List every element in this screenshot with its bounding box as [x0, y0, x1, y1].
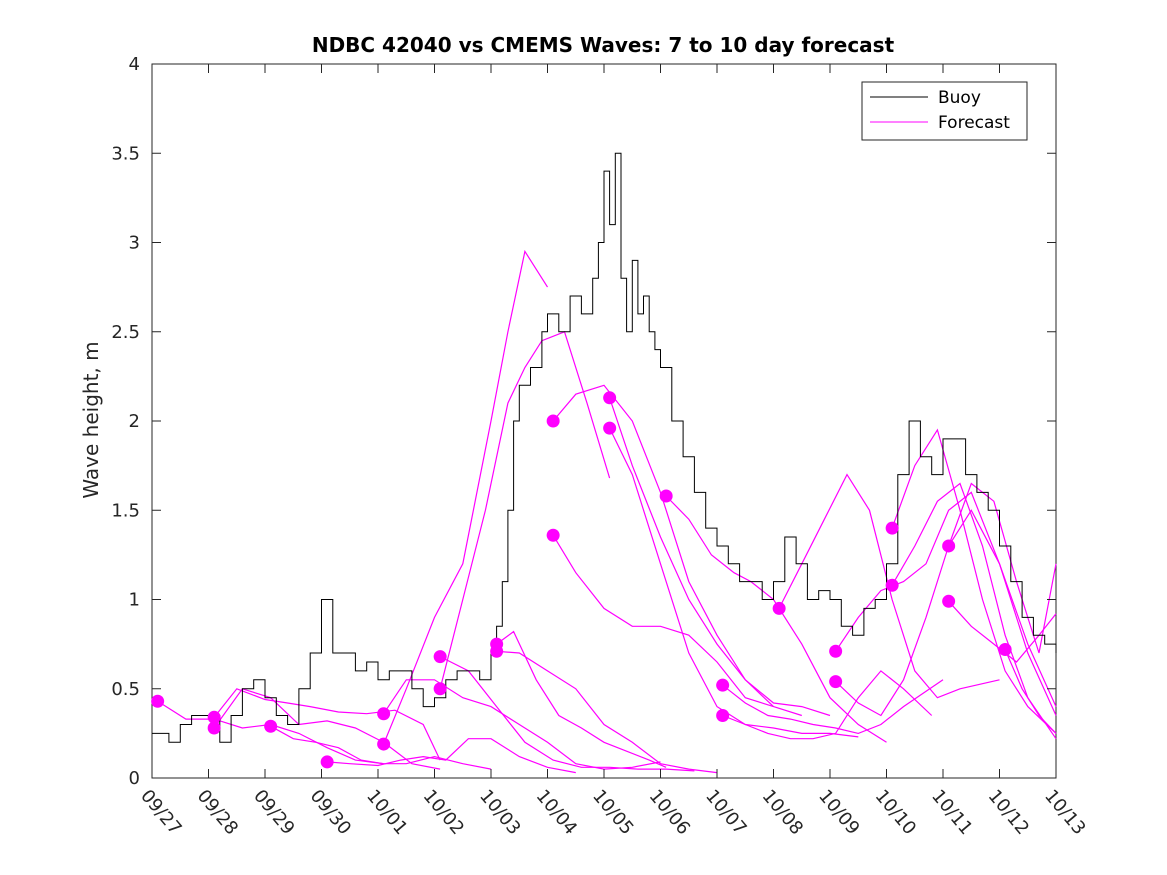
x-axis: 09/27 09/28 09/29 09/30 10/01 10/02 10/03 10/04…: [136, 64, 1090, 839]
legend-box: [861, 81, 1028, 141]
y-axis-label: Wave height, m: [79, 341, 103, 498]
forecast-run-line: [213, 688, 441, 770]
forecast-run-line: [439, 656, 695, 772]
forecast-start-marker: [772, 601, 786, 615]
x-tick-label: 09/30: [306, 786, 355, 839]
forecast-start-marker: [603, 421, 617, 435]
forecast-start-marker: [603, 391, 617, 405]
forecast-start-marker: [377, 707, 391, 721]
forecast-start-marker: [151, 694, 165, 708]
legend-buoy-label: Buoy: [938, 88, 981, 108]
x-tick-label: 09/27: [136, 786, 185, 839]
y-tick-label: 3.5: [111, 143, 140, 164]
x-tick-label: 10/13: [1040, 786, 1089, 839]
x-tick-label: 10/12: [984, 786, 1033, 839]
legend: Buoy Forecast: [861, 81, 1028, 141]
x-tick-label: 10/02: [419, 786, 468, 839]
forecast-run-line: [835, 491, 1057, 716]
forecast-start-marker: [716, 709, 730, 723]
forecast-start-marker: [546, 414, 560, 428]
forecast-start-marker: [885, 578, 899, 592]
forecast-run-line: [609, 397, 831, 717]
y-tick-label: 1: [129, 590, 140, 611]
y-tick-label: 1.5: [111, 500, 140, 521]
forecast-start-marker: [433, 682, 447, 696]
forecast-run-line: [609, 427, 859, 738]
x-tick-label: 10/01: [362, 786, 411, 839]
forecast-start-marker: [546, 528, 560, 542]
buoy-line: [152, 152, 1057, 743]
forecast-run-line: [722, 670, 933, 740]
forecast-start-marker: [716, 678, 730, 692]
forecast-run-line: [383, 679, 661, 770]
forecast-run-line: [948, 482, 1057, 654]
forecast-run-line: [1004, 649, 1057, 734]
forecast-start-marker: [377, 737, 391, 751]
forecast-start-marker: [264, 719, 278, 733]
forecast-start-marker: [490, 644, 504, 658]
y-tick-label: 0.5: [111, 679, 140, 700]
forecast-run-line: [439, 331, 611, 689]
forecast-lines: [157, 249, 1057, 774]
y-axis: 0 0.5 1 1.5 2 2.5 3 3.5 4: [111, 54, 1056, 789]
forecast-run-line: [270, 725, 492, 770]
forecast-start-marker: [433, 650, 447, 664]
forecast-run-line: [496, 650, 718, 774]
x-tick-label: 09/29: [249, 786, 298, 839]
y-tick-label: 3: [129, 233, 140, 254]
x-tick-label: 10/03: [475, 786, 524, 839]
forecast-start-marker: [885, 521, 899, 535]
forecast-start-marker: [829, 644, 843, 658]
forecast-run-line: [552, 384, 774, 708]
forecast-start-marker: [942, 594, 956, 608]
x-tick-label: 10/08: [758, 786, 807, 839]
forecast-start-markers: [151, 391, 1012, 769]
x-tick-label: 10/07: [701, 786, 750, 839]
y-tick-label: 2.5: [111, 322, 140, 343]
x-tick-label: 10/09: [814, 786, 863, 839]
y-tick-label: 2: [129, 411, 140, 432]
forecast-run-line: [835, 509, 1057, 717]
forecast-run-line: [213, 688, 441, 761]
x-tick-label: 09/28: [193, 786, 242, 839]
forecast-run-line: [552, 534, 802, 717]
forecast-start-marker: [998, 642, 1012, 656]
forecast-start-marker: [829, 675, 843, 689]
x-tick-label: 10/10: [871, 786, 920, 839]
forecast-start-marker: [207, 721, 221, 735]
buoy-series-line: [152, 152, 1057, 743]
x-tick-label: 10/04: [532, 786, 581, 839]
x-tick-label: 10/06: [645, 786, 694, 839]
forecast-run-line: [778, 473, 1000, 699]
forecast-start-marker: [320, 755, 334, 769]
x-tick-label: 10/05: [588, 786, 637, 839]
y-tick-label: 0: [129, 768, 140, 789]
forecast-run-line: [891, 482, 1057, 740]
forecast-run-line: [891, 428, 1057, 734]
legend-forecast-label: Forecast: [938, 113, 1010, 133]
forecast-run-line: [496, 630, 667, 768]
forecast-run-line: [383, 249, 549, 745]
chart-title: NDBC 42040 vs CMEMS Waves: 7 to 10 day f…: [312, 33, 895, 57]
x-tick-label: 10/11: [927, 786, 976, 839]
forecast-start-marker: [942, 539, 956, 553]
forecast-run-line: [327, 738, 576, 774]
forecast-start-marker: [659, 489, 673, 503]
forecast-start-marker: [207, 710, 221, 724]
y-tick-label: 4: [129, 54, 140, 75]
forecast-run-line: [722, 679, 944, 735]
